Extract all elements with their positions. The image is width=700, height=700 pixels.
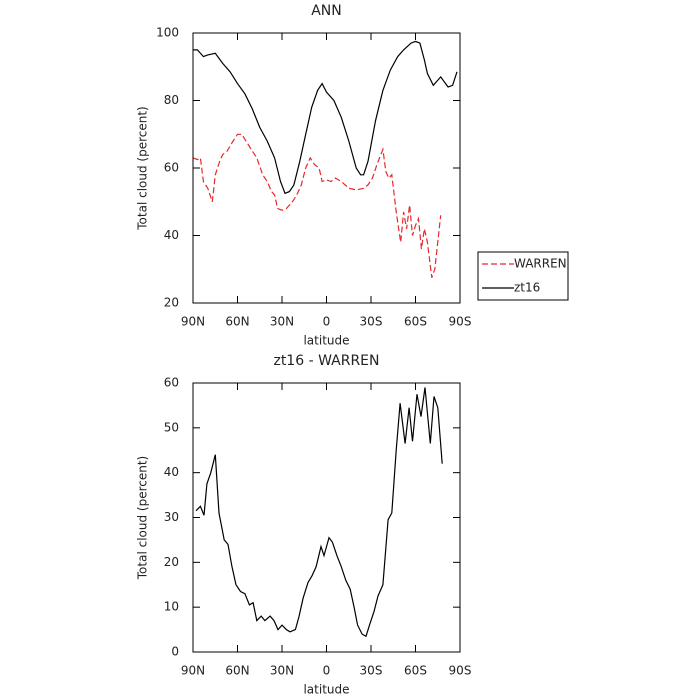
x-axis-label: latitude: [303, 683, 349, 697]
x-tick-label: 30S: [360, 315, 383, 329]
x-tick-label: 0: [323, 315, 331, 329]
x-tick-label: 90S: [449, 315, 472, 329]
x-tick-label: 60S: [404, 315, 427, 329]
y-tick-label: 20: [164, 296, 179, 310]
y-tick-label: 20: [164, 555, 179, 569]
x-tick-label: 90S: [449, 664, 472, 678]
y-tick-label: 60: [164, 376, 179, 390]
y-axis-label: Total cloud (percent): [136, 106, 150, 230]
x-tick-label: 30N: [270, 315, 294, 329]
x-axis-label: latitude: [303, 334, 349, 348]
y-tick-label: 30: [164, 510, 179, 524]
y-tick-label: 100: [156, 26, 179, 40]
x-tick-label: 60S: [404, 664, 427, 678]
y-axis-label: Total cloud (percent): [136, 456, 150, 580]
data-line: [195, 387, 443, 638]
chart-title: ANN: [311, 3, 342, 19]
x-tick-label: 60N: [225, 664, 249, 678]
y-tick-label: 60: [164, 161, 179, 175]
y-tick-label: 10: [164, 600, 179, 614]
x-tick-label: 30S: [360, 664, 383, 678]
plot-frame: [192, 382, 461, 653]
x-tick-label: 90N: [181, 664, 205, 678]
chart-title: zt16 - WARREN: [273, 353, 379, 369]
legend-box: [477, 251, 569, 301]
legend-label: zt16: [514, 281, 540, 295]
plot-frame: [192, 32, 461, 304]
data-line: [193, 40, 458, 195]
y-tick-label: 40: [164, 228, 179, 242]
y-tick-label: 80: [164, 93, 179, 107]
legend-label: WARREN: [514, 257, 567, 271]
data-line: [192, 133, 442, 278]
y-tick-label: 50: [164, 420, 179, 434]
x-tick-label: 30N: [270, 664, 294, 678]
y-tick-label: 0: [171, 645, 179, 659]
x-tick-label: 0: [323, 664, 331, 678]
x-tick-label: 90N: [181, 315, 205, 329]
y-tick-label: 40: [164, 465, 179, 479]
x-tick-label: 60N: [225, 315, 249, 329]
